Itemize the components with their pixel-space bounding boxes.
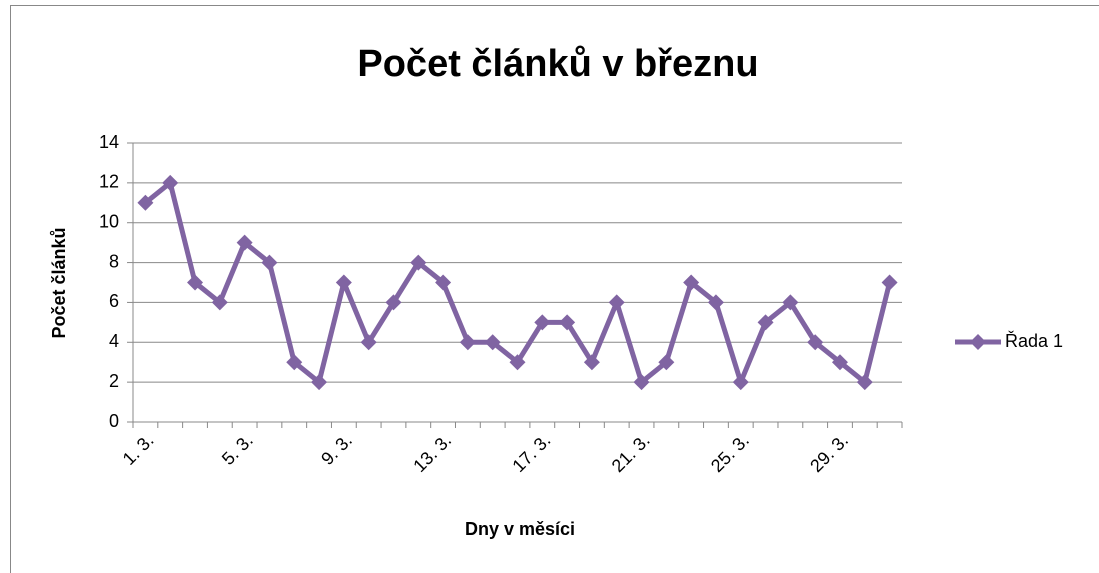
point-marker bbox=[633, 374, 650, 391]
point-marker bbox=[881, 274, 898, 291]
point-marker bbox=[831, 354, 848, 371]
point-marker bbox=[162, 174, 179, 191]
y-tick-label: 4 bbox=[109, 331, 119, 351]
y-tick-label: 14 bbox=[99, 132, 119, 152]
y-tick-label: 12 bbox=[99, 172, 119, 192]
point-marker bbox=[484, 334, 501, 351]
point-marker bbox=[236, 234, 253, 251]
y-tick-label: 8 bbox=[109, 251, 119, 271]
point-marker bbox=[311, 374, 328, 391]
point-marker bbox=[410, 254, 427, 271]
point-marker bbox=[782, 294, 799, 311]
x-axis-title: Dny v měsíci bbox=[465, 519, 575, 539]
y-tick-label: 0 bbox=[109, 411, 119, 431]
chart-frame bbox=[10, 5, 1099, 573]
y-axis-title: Počet článků bbox=[49, 227, 69, 338]
legend-label: Řada 1 bbox=[1005, 331, 1063, 351]
y-tick-label: 2 bbox=[109, 371, 119, 391]
y-tick-label: 10 bbox=[99, 211, 119, 231]
point-marker bbox=[534, 314, 551, 331]
point-marker bbox=[509, 354, 526, 371]
point-marker bbox=[360, 334, 377, 351]
point-marker bbox=[757, 314, 774, 331]
point-marker bbox=[807, 334, 824, 351]
y-tick-label: 6 bbox=[109, 291, 119, 311]
point-marker bbox=[187, 274, 204, 291]
point-marker bbox=[435, 274, 452, 291]
point-marker bbox=[583, 354, 600, 371]
point-marker bbox=[261, 254, 278, 271]
point-marker bbox=[608, 294, 625, 311]
point-marker bbox=[856, 374, 873, 391]
point-marker bbox=[707, 294, 724, 311]
point-marker bbox=[683, 274, 700, 291]
point-marker bbox=[459, 334, 476, 351]
point-marker bbox=[559, 314, 576, 331]
point-marker bbox=[211, 294, 228, 311]
point-marker bbox=[658, 354, 675, 371]
chart-title: Počet článků v březnu bbox=[357, 43, 758, 85]
point-marker bbox=[385, 294, 402, 311]
point-marker bbox=[335, 274, 352, 291]
point-marker bbox=[732, 374, 749, 391]
legend-marker bbox=[970, 334, 986, 350]
point-marker bbox=[137, 194, 154, 211]
point-marker bbox=[286, 354, 303, 371]
